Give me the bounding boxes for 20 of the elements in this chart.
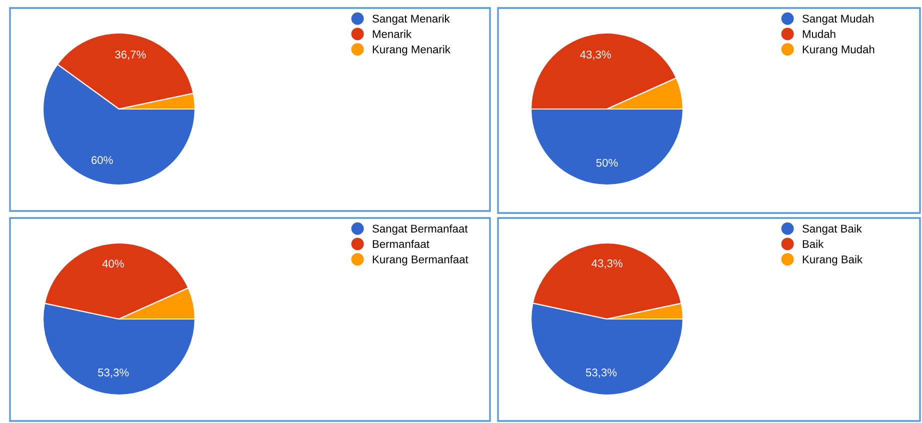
legend-label: Sangat Bermanfaat [372,224,468,235]
data-label: 53,3% [586,368,617,378]
legend-label: Sangat Baik [802,224,862,235]
legend-label: Kurang Mudah [802,45,874,56]
legend-label: Kurang Bermanfaat [372,255,468,266]
data-label: 36,7% [115,50,146,60]
data-label: 53,3% [98,368,129,378]
data-label: 43,3% [592,259,622,269]
legend-label: Mudah [802,30,836,38]
data-label: 50% [596,158,618,167]
legend-label: Kurang Menarik [372,45,450,56]
data-label: 43,3% [580,50,611,60]
legend-label: Sangat Menarik [372,14,450,25]
legend-label: Kurang Baik [802,255,863,266]
legend-label: Bermanfaat [372,240,430,248]
legend-label: Baik [802,240,824,248]
legend-label: Sangat Mudah [802,14,874,25]
data-label: 60% [92,156,113,164]
legend-label: Menarik [372,30,412,38]
data-label: 40% [102,260,124,268]
